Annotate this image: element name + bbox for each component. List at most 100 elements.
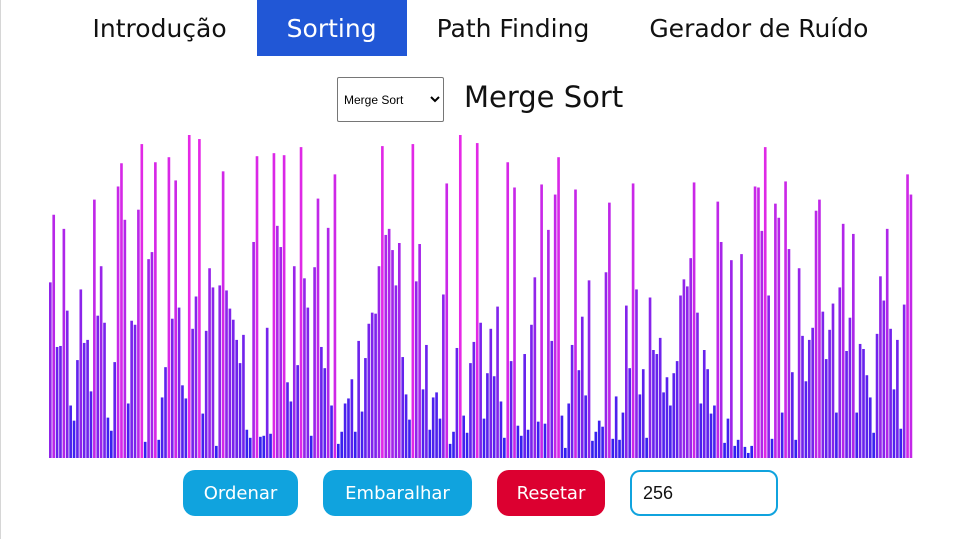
reset-button[interactable]: Resetar — [497, 470, 605, 516]
sort-bar — [408, 419, 411, 458]
sort-bar — [177, 307, 181, 458]
sort-bar — [435, 392, 438, 458]
sort-bar — [875, 333, 879, 458]
sort-bar — [333, 174, 337, 458]
sort-bar — [862, 348, 865, 458]
sort-bar — [140, 144, 144, 458]
sort-bar — [892, 389, 896, 458]
sort-bar — [855, 412, 859, 458]
sort-bar — [452, 431, 455, 458]
sort-bar — [828, 329, 831, 458]
sort-bar — [49, 282, 52, 458]
sort-bar — [215, 445, 218, 458]
sort-bar — [730, 260, 733, 458]
sort-bar — [486, 373, 489, 458]
sort-bar — [550, 340, 554, 458]
sort-bar — [465, 432, 469, 458]
sort-bar — [337, 443, 340, 458]
sort-bar — [787, 249, 791, 458]
sort-bar — [733, 445, 737, 458]
sort-bar — [574, 189, 577, 458]
sort-bar — [492, 376, 496, 458]
sort-bar — [428, 429, 432, 458]
sort-bar — [62, 228, 66, 458]
sort-bar — [814, 210, 818, 458]
sort-bar — [818, 199, 821, 458]
sort-bar — [774, 203, 777, 458]
sort-bar — [601, 426, 604, 458]
sort-bar — [509, 361, 513, 458]
sort-bar — [597, 420, 601, 458]
algorithm-select[interactable]: Merge Sort — [337, 77, 444, 122]
sort-bar — [69, 405, 72, 458]
sort-bar — [462, 415, 465, 458]
algorithm-title: Merge Sort — [464, 80, 624, 114]
sort-bar — [587, 280, 591, 458]
sort-bar — [614, 396, 618, 458]
sort-bar — [123, 219, 127, 458]
sort-bar — [672, 373, 676, 458]
sort-bar — [384, 234, 388, 458]
sort-bar — [536, 421, 540, 458]
sort-bar — [201, 413, 205, 458]
nav-tab-introducao[interactable]: Introdução — [92, 13, 227, 43]
sort-bar — [533, 277, 537, 458]
sort-bar — [540, 184, 543, 458]
sort-bar — [245, 429, 249, 458]
sort-bar — [143, 441, 147, 458]
sort-bar — [824, 359, 828, 458]
sort-bar — [567, 403, 571, 458]
sort-bar — [784, 181, 787, 458]
sort-bar — [228, 308, 232, 458]
top-navigation: Introdução Sorting Path Finding Gerador … — [0, 0, 961, 56]
sort-bar — [458, 135, 462, 458]
sort-bar — [235, 339, 238, 458]
sort-bar — [519, 435, 523, 458]
sort-bar — [289, 401, 293, 458]
sort-bar — [96, 315, 100, 458]
sort-bar — [608, 202, 611, 458]
sort-bar — [113, 362, 117, 458]
nav-tab-path-finding[interactable]: Path Finding — [436, 13, 590, 43]
sort-bar — [431, 397, 435, 458]
sort-bar — [553, 194, 557, 459]
sort-bar — [896, 339, 899, 458]
sort-bar — [679, 295, 682, 458]
sort-bar — [719, 241, 723, 458]
sort-bar — [99, 266, 103, 458]
sort-button[interactable]: Ordenar — [183, 470, 298, 516]
sort-bar — [577, 370, 581, 458]
sort-bar — [109, 430, 113, 458]
sort-bar — [516, 425, 520, 458]
sort-bar — [438, 418, 442, 458]
sort-bar — [797, 268, 801, 458]
sort-bar — [689, 258, 693, 458]
sort-bar — [116, 186, 120, 459]
nav-tab-sorting[interactable]: Sorting — [256, 0, 407, 56]
sort-bar — [801, 335, 804, 458]
nav-tab-gerador-de-ruido[interactable]: Gerador de Ruído — [649, 13, 869, 43]
array-size-input[interactable] — [630, 470, 778, 516]
sort-bar — [397, 243, 401, 458]
sort-bar — [767, 295, 770, 458]
sort-bar — [401, 357, 405, 458]
sort-bar — [309, 435, 313, 458]
shuffle-button[interactable]: Embaralhar — [323, 470, 472, 516]
sort-bar — [750, 445, 753, 458]
sort-bar — [503, 437, 506, 458]
sort-bar — [530, 324, 533, 458]
sort-bar — [777, 217, 781, 458]
page-left-border — [0, 0, 1, 539]
sort-bar — [286, 382, 289, 458]
sort-bar — [106, 417, 110, 459]
sort-bar — [160, 397, 164, 458]
sort-bar — [482, 418, 486, 458]
sort-bar — [445, 183, 449, 458]
sort-bar — [852, 233, 855, 458]
sort-bar — [262, 435, 266, 458]
sort-bar — [404, 394, 408, 458]
sort-bar — [93, 199, 96, 458]
sort-bar — [59, 345, 62, 458]
sort-bar — [625, 305, 628, 458]
sort-bar — [513, 187, 516, 459]
